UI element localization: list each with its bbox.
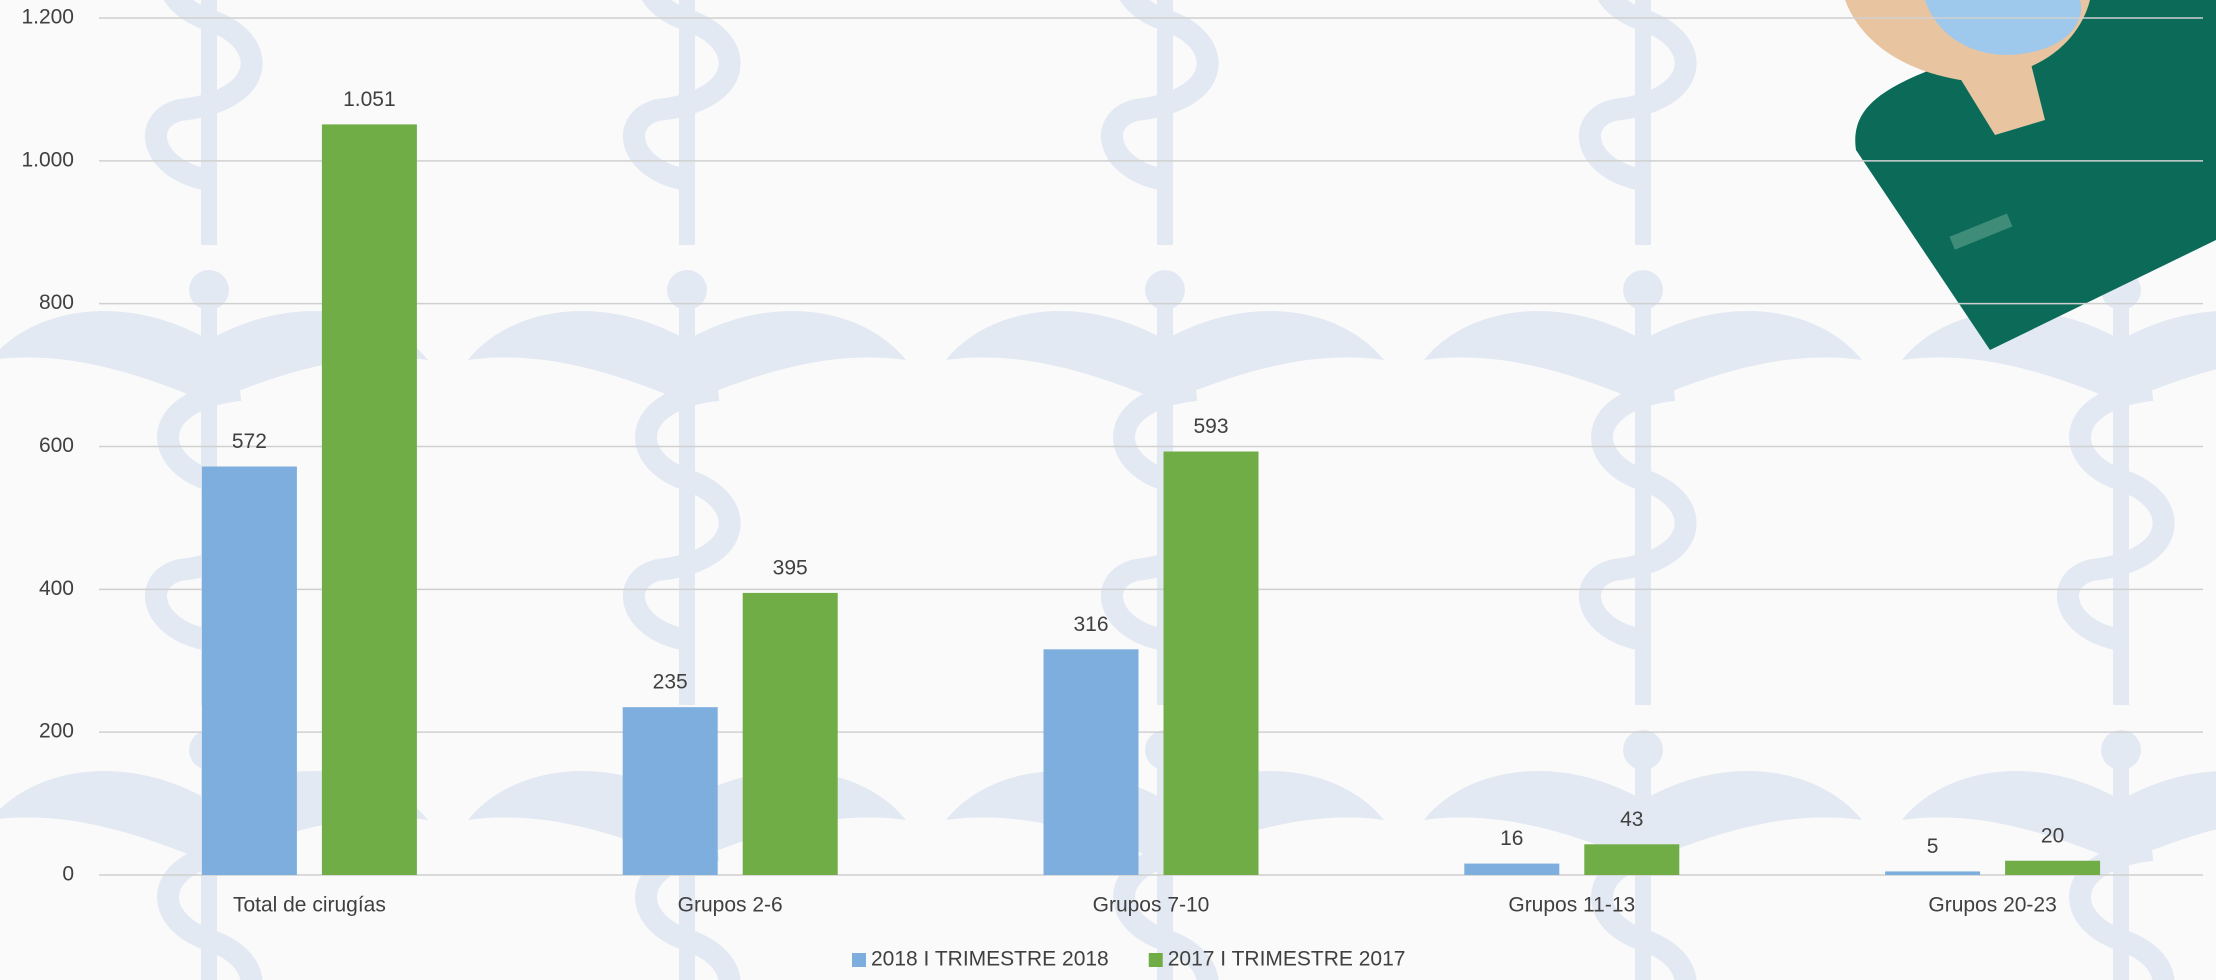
x-tick-label: Grupos 20-23: [1928, 894, 2056, 917]
y-tick-label: 1.000: [21, 148, 74, 171]
marks: Total de cirugías 572 1.051 Grupos 2-6 235 39…: [201, 88, 2101, 971]
value-label: 16: [1500, 827, 1523, 850]
y-tick-label: 1.200: [21, 6, 74, 29]
y-tick-label: 800: [39, 291, 74, 314]
legend-swatch: [1148, 953, 1163, 967]
bar: [321, 124, 417, 876]
bar: [622, 707, 718, 875]
y-tick-label: 600: [39, 434, 74, 457]
y-tick-label: 400: [39, 577, 74, 600]
bar: [2005, 860, 2101, 875]
bar: [1464, 863, 1560, 875]
x-tick-label: Grupos 7-10: [1093, 894, 1210, 917]
bar: [742, 592, 838, 875]
grid: 0 200 400 600 800 1.000 1.200: [21, 6, 2203, 886]
x-tick-label: Total de cirugías: [233, 894, 386, 917]
value-label: 235: [653, 671, 688, 694]
value-label: 20: [2041, 824, 2064, 847]
surgeon-illustration: [1845, 0, 2216, 350]
value-label: 43: [1620, 808, 1643, 831]
value-label: 593: [1193, 415, 1228, 438]
value-label: 1.051: [343, 88, 396, 111]
value-label: 316: [1073, 613, 1108, 636]
y-tick-label: 200: [39, 720, 74, 743]
bar: [1885, 871, 1981, 875]
legend-swatch: [852, 953, 866, 967]
legend-label: 2018 I TRIMESTRE 2018: [871, 948, 1109, 971]
value-label: 572: [232, 430, 267, 453]
bar: [1584, 844, 1680, 875]
bar: [201, 466, 297, 875]
x-tick-label: Grupos 2-6: [678, 894, 783, 917]
bar: [1163, 451, 1259, 875]
value-label: 395: [773, 556, 808, 579]
x-tick-label: Grupos 11-13: [1508, 894, 1635, 917]
legend-label: 2017 I TRIMESTRE 2017: [1168, 948, 1406, 971]
y-tick-label: 0: [62, 863, 74, 886]
value-label: 5: [1927, 835, 1939, 858]
bar: [1043, 649, 1139, 875]
